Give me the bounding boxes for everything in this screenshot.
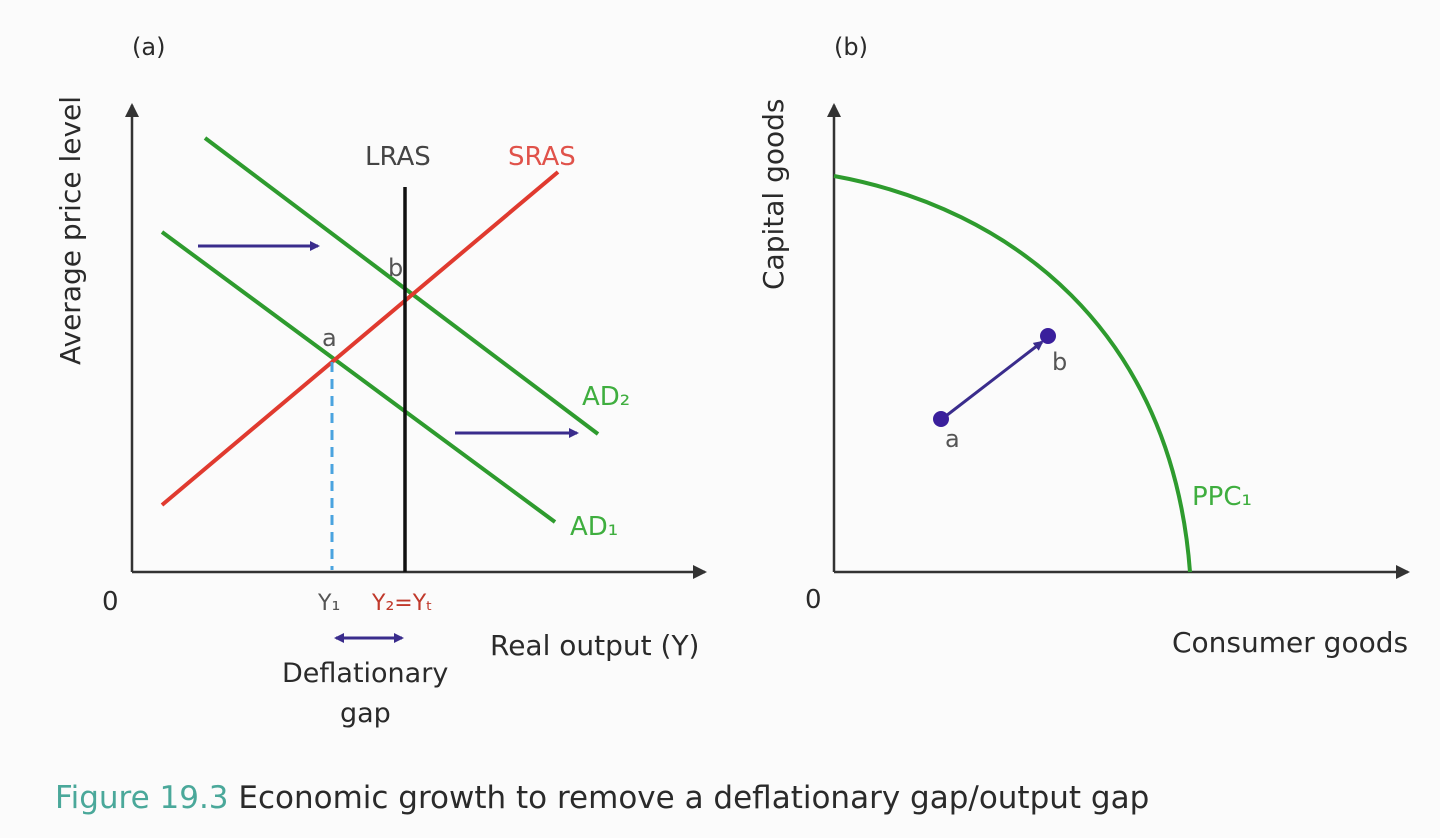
panel-a-y-axis-label: Average price level	[54, 96, 87, 365]
figure-caption-text: Economic growth to remove a deflationary…	[228, 780, 1150, 816]
sras-curve	[160, 170, 560, 507]
figure-number: Figure 19.3	[55, 780, 229, 816]
lras-label: LRAS	[365, 142, 431, 172]
ppc-point-b	[1040, 328, 1056, 344]
point-b-label: b	[388, 254, 403, 282]
panel-a-letter: (a)	[132, 33, 165, 61]
sras-label: SRAS	[508, 142, 576, 172]
y1-tick-label: Y₁	[317, 591, 340, 616]
panel-a-x-axis-label: Real output (Y)	[490, 629, 699, 662]
point-a-label: a	[322, 324, 337, 352]
panel-a: (a) Average price level Real output (Y) …	[54, 33, 707, 729]
panel-b: (b) Capital goods Consumer goods 0 PPC₁ …	[757, 33, 1410, 659]
ad2-label: AD₂	[582, 382, 630, 412]
ad2-curve	[203, 136, 600, 436]
panel-a-origin-label: 0	[102, 587, 119, 617]
gap-label-line1: Deflationary	[282, 658, 448, 689]
ppc-point-a	[933, 411, 949, 427]
ad1-label: AD₁	[570, 512, 618, 542]
ppc-point-b-label: b	[1052, 348, 1067, 376]
panel-b-letter: (b)	[834, 33, 868, 61]
y2-tick-label: Y₂=Yₜ	[371, 591, 433, 616]
panel-b-origin-label: 0	[805, 585, 822, 615]
panel-b-x-axis-label: Consumer goods	[1172, 626, 1408, 659]
ppc-curve	[833, 174, 1192, 573]
panel-b-y-axis-label: Capital goods	[757, 99, 790, 290]
ppc-label: PPC₁	[1192, 482, 1252, 512]
ppc-point-a-label: a	[945, 425, 960, 453]
figure-caption: Figure 19.3 Economic growth to remove a …	[55, 780, 1149, 816]
growth-arrow	[941, 340, 1044, 421]
ad1-curve	[160, 230, 557, 524]
gap-label-line2: gap	[340, 698, 391, 729]
